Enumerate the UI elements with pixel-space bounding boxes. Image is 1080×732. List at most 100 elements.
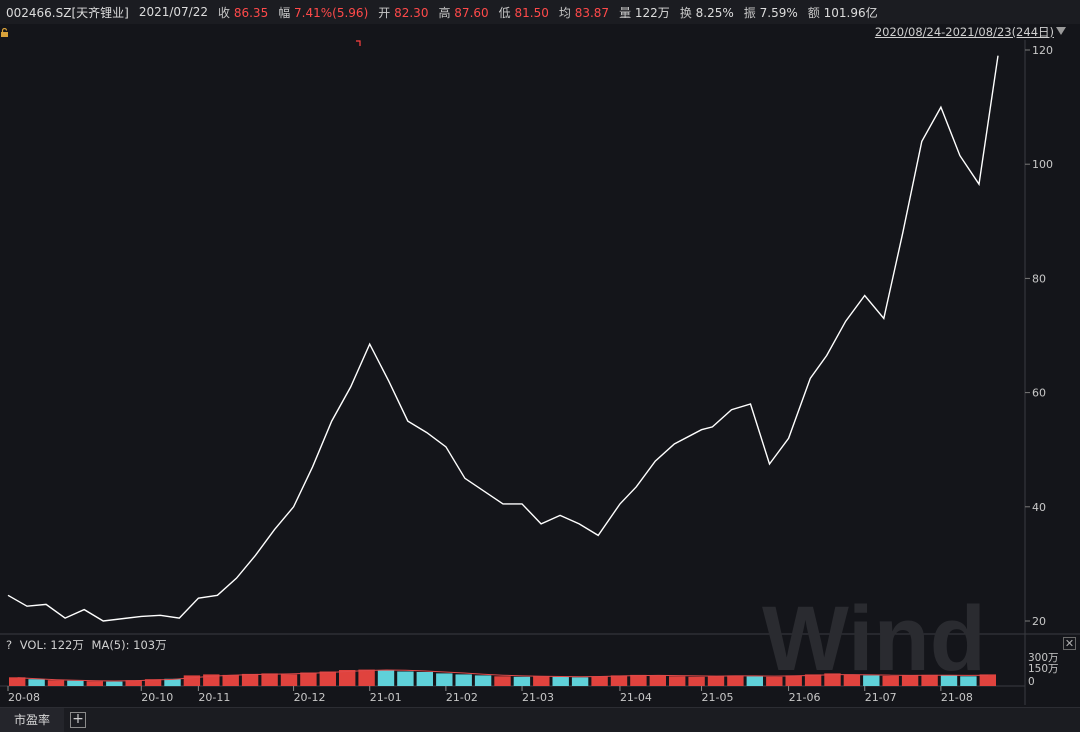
x-tick-label: 21-01 [370,691,402,704]
volume-bar [552,676,569,686]
volume-bar [766,676,783,686]
volume-bar [300,672,317,686]
volume-bar [630,674,647,686]
volume-bar [358,669,375,686]
volume-bar [241,673,259,686]
volume-bar [513,676,531,686]
quote-bar: 002466.SZ[天齐锂业] 2021/07/22 收 86.35 幅 7.4… [0,0,1080,24]
volume-bar [804,674,822,686]
volume-bar [377,670,395,686]
wind-watermark: Wind [762,588,986,690]
x-tick-label: 20-08 [8,691,40,704]
add-indicator-button[interactable]: + [70,712,86,728]
close-icon[interactable]: ✕ [1063,637,1076,650]
volume-bar [494,676,511,686]
volume-bar [164,678,181,687]
open-price: 开 82.30 [378,5,429,20]
x-tick-label: 20-12 [294,691,326,704]
x-tick-label: 21-02 [446,691,478,704]
volume-bar [688,676,705,686]
x-tick-label: 21-08 [941,691,973,704]
volume-tick-label: 0 [1028,676,1035,688]
volume-bar [455,674,472,686]
volume-bar [901,675,919,686]
low-price: 低 81.50 [498,5,549,20]
volume-bar [610,675,628,686]
volume-bar [571,677,589,686]
close-price: 收 86.35 [218,5,269,20]
dropdown-arrow-icon[interactable] [1056,27,1066,35]
volume-bar [843,674,861,686]
lock-icon[interactable] [0,28,9,37]
volume-label: VOL: 122万 [19,638,84,652]
date-range-label[interactable]: 2020/08/24-2021/08/23(244日) [874,25,1054,39]
amplitude-value: 振 7.59% [743,5,798,20]
volume-bar [940,675,958,686]
ma5-line [17,669,989,682]
volume-bar [533,676,550,686]
turnover-value: 换 8.25% [679,5,734,20]
x-tick-label: 21-04 [620,691,652,704]
volume-bar [261,673,278,686]
change-rate: 幅 7.41%(5.96) [278,5,369,20]
volume-bar [863,675,880,686]
ma5-label: MA(5): 103万 [91,638,167,652]
bottom-bar: 市盈率 + [0,707,1080,732]
volume-bar [280,674,298,686]
volume-bar [125,680,142,686]
volume-bar [86,681,103,686]
volume-bar [746,676,763,686]
volume-bar [727,675,744,686]
x-tick-label: 21-06 [789,691,821,704]
volume-bar [669,676,686,686]
x-tick-label: 21-07 [865,691,897,704]
volume-bar [649,675,666,686]
x-tick-label: 20-10 [141,691,173,704]
volume-header: ? VOL: 122万 MA(5): 103万 [6,637,171,653]
stock-code: 002466.SZ[天齐锂业] [6,5,129,20]
volume-bar [921,674,938,686]
y-tick-label: 80 [1032,272,1046,285]
x-tick-label: 20-11 [198,691,230,704]
volume-bar [397,671,414,686]
volume-bar [319,671,336,686]
y-tick-label: 40 [1032,501,1046,514]
volume-bar [436,673,453,686]
help-icon[interactable]: ? [6,638,13,652]
volume-bar [9,677,26,686]
x-tick-label: 21-05 [702,691,734,704]
amount-value: 额 101.96亿 [807,5,878,20]
price-line [7,55,999,622]
marker-icon [356,40,361,46]
volume-bar [47,680,65,686]
volume-bar [882,675,899,686]
y-tick-label: 20 [1032,615,1046,628]
volume-bar [183,675,201,686]
volume-bar [339,670,356,686]
high-price: 高 87.60 [438,5,489,20]
quote-date: 2021/07/22 [138,5,208,19]
volume-bar [591,676,608,686]
volume-bar [28,679,45,686]
x-tick-label: 21-03 [522,691,554,704]
volume-value: 量 122万 [619,5,670,20]
volume-tick-label: 150万 [1028,663,1059,675]
y-tick-label: 120 [1032,44,1053,57]
avg-price: 均 83.87 [558,5,610,20]
volume-bar [960,676,977,686]
volume-bar [707,675,725,686]
y-tick-label: 100 [1032,158,1053,171]
volume-bar [67,680,84,686]
volume-bar [785,675,802,686]
volume-bar [474,675,492,686]
volume-bar [144,679,162,686]
y-tick-label: 60 [1032,387,1046,400]
volume-bar [222,674,239,686]
volume-bar [106,681,123,686]
volume-bar [203,674,220,686]
tab-pe-ratio[interactable]: 市盈率 [0,708,64,732]
volume-bar [416,672,433,686]
volume-bar [979,674,996,686]
